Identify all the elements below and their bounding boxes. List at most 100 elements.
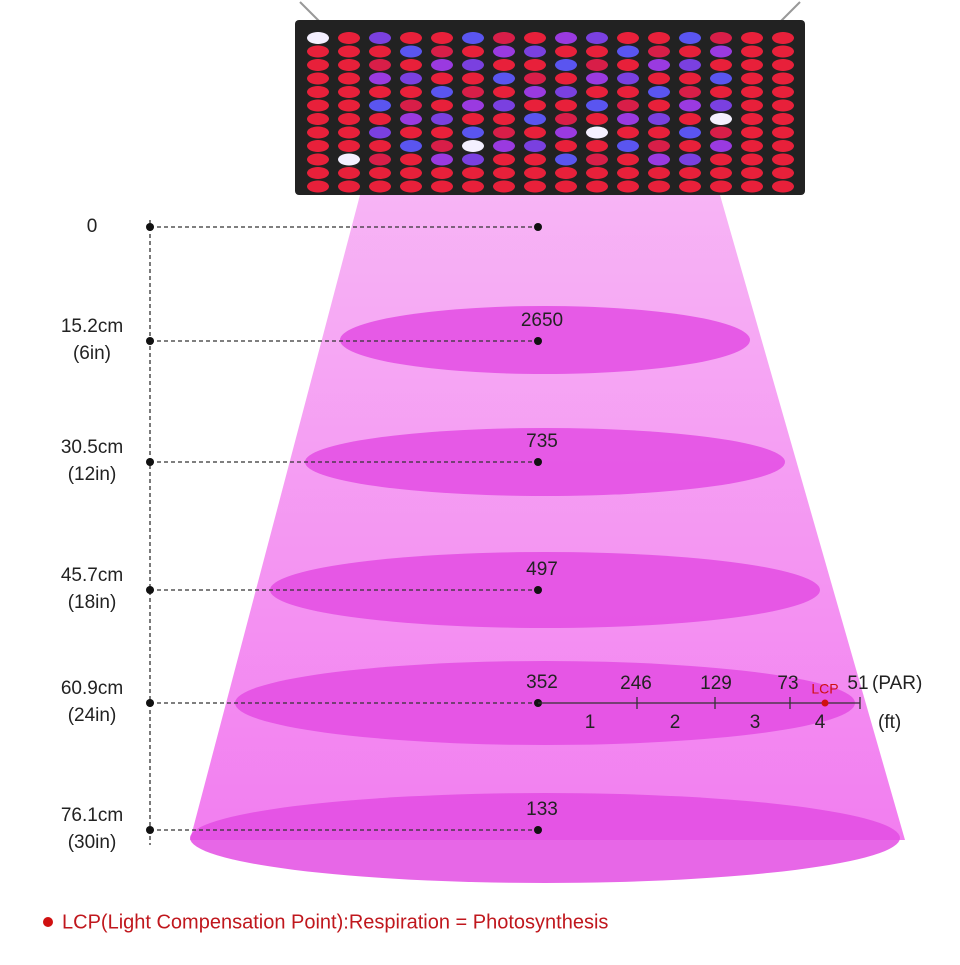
led	[400, 86, 422, 98]
led	[524, 113, 546, 125]
led	[431, 45, 453, 58]
led	[524, 99, 546, 112]
led	[431, 99, 453, 112]
led	[741, 113, 763, 125]
led	[400, 153, 422, 166]
led	[710, 45, 732, 58]
led	[524, 72, 546, 85]
led	[741, 32, 763, 44]
led	[555, 99, 577, 112]
led	[462, 113, 484, 125]
led	[524, 180, 546, 193]
led	[710, 113, 732, 125]
inch-label: (24in)	[68, 705, 117, 726]
led	[741, 45, 763, 58]
led	[648, 140, 670, 152]
led	[493, 140, 515, 152]
led	[462, 99, 484, 112]
led	[307, 113, 329, 125]
par-value: 133	[526, 799, 558, 820]
led	[369, 99, 391, 112]
par-value: 129	[700, 673, 732, 694]
led	[617, 59, 639, 71]
led	[772, 140, 794, 152]
led	[555, 153, 577, 166]
led	[307, 86, 329, 98]
led	[431, 59, 453, 71]
center-dot	[534, 586, 542, 594]
led	[400, 140, 422, 152]
led	[462, 126, 484, 139]
led	[369, 113, 391, 125]
led	[772, 180, 794, 193]
led	[772, 113, 794, 125]
led	[400, 126, 422, 139]
led	[772, 126, 794, 139]
led	[648, 72, 670, 85]
center-dot	[534, 223, 542, 231]
led	[431, 153, 453, 166]
distance-label: 0	[87, 216, 98, 237]
led	[772, 153, 794, 166]
led	[338, 99, 360, 112]
par-value: 73	[777, 673, 798, 694]
par-value: 246	[620, 673, 652, 694]
led	[493, 86, 515, 98]
led	[307, 167, 329, 179]
led	[586, 59, 608, 71]
led	[679, 45, 701, 58]
led	[586, 153, 608, 166]
led	[338, 72, 360, 85]
led	[555, 126, 577, 139]
led	[555, 72, 577, 85]
led	[710, 126, 732, 139]
led	[772, 86, 794, 98]
legend: LCP(Light Compensation Point):Respiratio…	[62, 911, 608, 933]
lcp-label: LCP	[811, 681, 838, 697]
led	[431, 32, 453, 44]
levels: 0 15.2cm (6in) 2650 30.5cm (12in) 735 45.7cm (18…	[61, 216, 563, 853]
led	[462, 59, 484, 71]
led	[772, 32, 794, 44]
light-spot	[190, 793, 900, 883]
led	[555, 180, 577, 193]
leds	[307, 32, 794, 193]
led	[462, 167, 484, 179]
led	[307, 99, 329, 112]
led	[431, 167, 453, 179]
led	[493, 126, 515, 139]
led	[338, 180, 360, 193]
axis-dot	[146, 586, 154, 594]
axis-dot	[146, 223, 154, 231]
led	[679, 113, 701, 125]
inch-label: (30in)	[68, 832, 117, 853]
led	[586, 167, 608, 179]
led	[617, 180, 639, 193]
par-value: 497	[526, 559, 558, 580]
feet-label: 2	[670, 712, 681, 733]
led	[586, 180, 608, 193]
distance-label: 15.2cm	[61, 316, 123, 337]
led	[648, 153, 670, 166]
ellipses	[190, 306, 900, 883]
center-dot	[534, 337, 542, 345]
led	[772, 45, 794, 58]
led	[369, 32, 391, 44]
led	[679, 99, 701, 112]
led	[462, 32, 484, 44]
led	[648, 99, 670, 112]
led	[679, 140, 701, 152]
led	[524, 153, 546, 166]
led	[338, 153, 360, 166]
wire	[299, 1, 321, 23]
led	[555, 32, 577, 44]
led	[493, 45, 515, 58]
led	[307, 45, 329, 58]
led	[369, 86, 391, 98]
led	[741, 99, 763, 112]
led	[493, 72, 515, 85]
inch-label: (6in)	[73, 343, 111, 364]
led	[710, 140, 732, 152]
led	[400, 99, 422, 112]
